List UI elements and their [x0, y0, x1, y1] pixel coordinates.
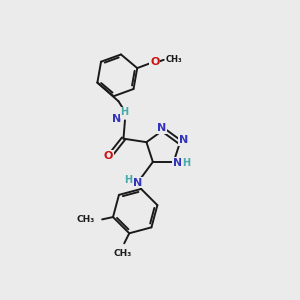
- Text: N: N: [179, 135, 188, 146]
- Text: H: H: [182, 158, 190, 168]
- Text: CH₃: CH₃: [166, 56, 183, 64]
- Text: O: O: [103, 151, 113, 161]
- Text: H: H: [120, 107, 128, 117]
- Text: N: N: [112, 114, 121, 124]
- Text: CH₃: CH₃: [114, 249, 132, 258]
- Text: H: H: [124, 175, 133, 184]
- Text: O: O: [150, 57, 160, 67]
- Text: N: N: [157, 123, 167, 133]
- Text: CH₃: CH₃: [76, 215, 94, 224]
- Text: N: N: [172, 158, 182, 168]
- Text: N: N: [133, 178, 142, 188]
